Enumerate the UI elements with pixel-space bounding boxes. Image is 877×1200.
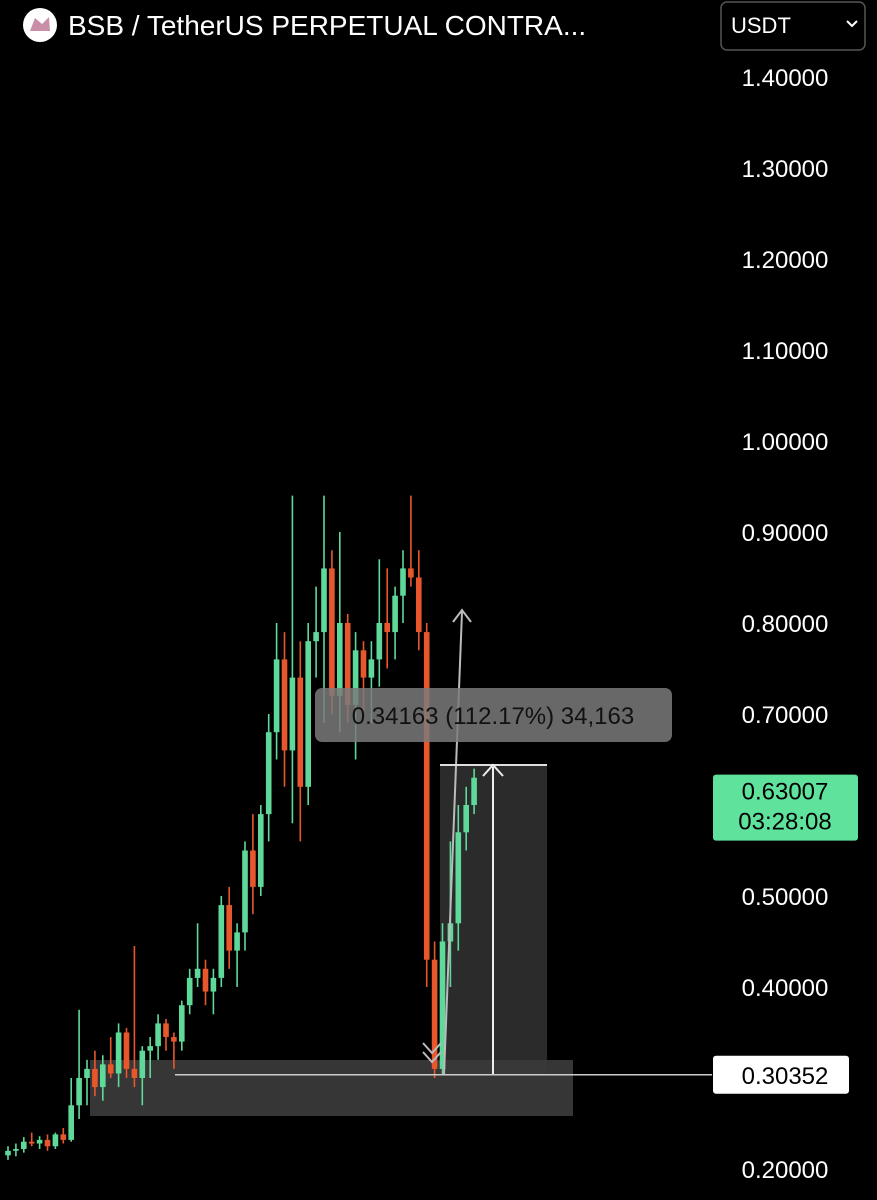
candle-body	[5, 1150, 11, 1156]
current-price-label: 0.63007	[742, 779, 829, 806]
candle-body	[107, 1064, 114, 1074]
currency-select[interactable]	[720, 1, 866, 51]
candle-body	[226, 905, 232, 951]
candle-body	[352, 650, 359, 705]
candle-body	[52, 1134, 59, 1147]
candle-body	[68, 1105, 74, 1140]
candle-body	[21, 1141, 27, 1149]
down-chevron	[422, 1042, 442, 1064]
countdown-label: 03:28:08	[738, 809, 831, 836]
candle-body	[84, 1068, 90, 1078]
candle-body	[471, 777, 477, 805]
candle-body	[155, 1023, 161, 1047]
candle-body	[131, 1068, 138, 1078]
candle-body	[423, 632, 430, 960]
candles	[5, 495, 477, 1160]
candle-body	[265, 732, 272, 815]
candle-body	[139, 1050, 146, 1078]
candle-body	[242, 850, 248, 933]
candle-body	[60, 1134, 67, 1140]
candle-body	[360, 650, 367, 678]
marked-price-box	[713, 1055, 849, 1094]
candle-body	[115, 1032, 122, 1074]
candle-body	[258, 814, 264, 887]
dropdown-caret	[846, 20, 858, 28]
y-tick-label: 0.40000	[742, 975, 829, 1002]
marked-price-label: 0.30352	[742, 1063, 829, 1090]
candle-body	[297, 677, 304, 787]
candle-body	[171, 1037, 177, 1042]
candle-body	[44, 1139, 51, 1147]
candle-body	[313, 632, 319, 642]
measure-label-box	[315, 688, 672, 742]
candle-body	[392, 595, 398, 633]
candle-body	[416, 577, 422, 633]
candle-body	[400, 568, 406, 596]
candle-body	[36, 1139, 43, 1144]
current-price-box	[713, 774, 858, 841]
candle-body	[368, 659, 375, 678]
candle-body	[186, 977, 193, 1006]
candle-body	[179, 1005, 185, 1042]
y-tick-label: 0.20000	[742, 1157, 829, 1184]
candle-body	[463, 805, 469, 833]
candle-body	[13, 1148, 19, 1151]
candle-body	[163, 1023, 169, 1038]
candle-body	[384, 623, 390, 633]
candle-body	[234, 932, 240, 951]
y-tick-label: 1.30000	[742, 156, 829, 183]
candle-body	[92, 1068, 98, 1088]
candle-body	[147, 1046, 153, 1051]
y-tick-label: 0.80000	[742, 611, 829, 638]
y-tick-label: 1.40000	[742, 65, 829, 92]
candle-body	[305, 641, 311, 787]
candle-body	[408, 568, 414, 578]
candle-body	[210, 977, 217, 992]
candle-body	[376, 623, 383, 660]
y-tick-label: 1.10000	[742, 338, 829, 365]
candle-body	[218, 905, 225, 978]
trend-arrow-head	[452, 608, 472, 623]
candle-body	[202, 968, 209, 992]
candle-body	[76, 1078, 82, 1106]
candle-body	[289, 677, 296, 751]
y-tick-label: 0.90000	[742, 520, 829, 547]
candle-body	[250, 850, 256, 887]
candle-body	[123, 1032, 130, 1069]
y-tick-label: 1.20000	[742, 247, 829, 274]
currency-label: USDT	[731, 13, 791, 38]
title: BSB / TetherUS PERPETUAL CONTRA...	[68, 10, 586, 41]
y-tick-label: 1.00000	[742, 429, 829, 456]
candle-body	[28, 1141, 35, 1144]
candle-body	[329, 568, 335, 696]
candle-body	[321, 568, 327, 633]
candle-body	[344, 623, 351, 705]
y-tick-label: 0.70000	[742, 702, 829, 729]
candle-body	[431, 959, 438, 1069]
candle-body	[439, 941, 446, 1069]
candle-body	[273, 659, 280, 733]
measure-label: 0.34163 (112.17%) 34,163	[352, 703, 634, 730]
candle-body	[281, 659, 288, 751]
candle-body	[455, 832, 462, 924]
logo-mark	[30, 17, 50, 31]
candle-body	[337, 623, 343, 696]
y-tick-label: 0.50000	[742, 884, 829, 911]
candle-body	[194, 968, 201, 978]
candle-body	[100, 1064, 106, 1088]
measure-arrow-head	[482, 763, 504, 777]
